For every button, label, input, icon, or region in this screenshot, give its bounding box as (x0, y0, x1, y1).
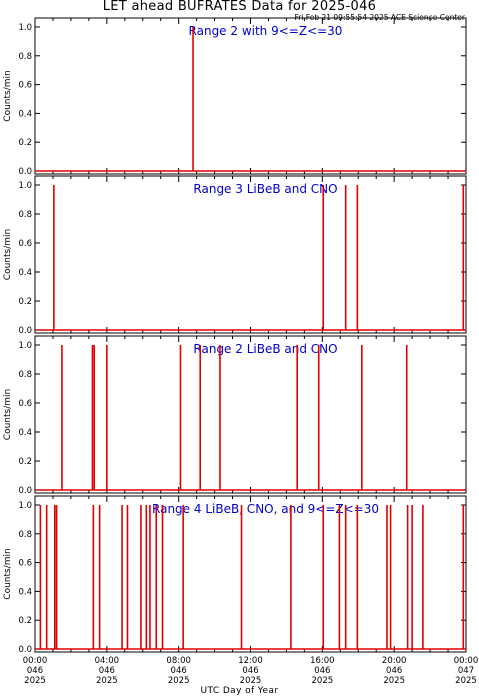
x-tick-label-time: 00:00 (454, 656, 479, 666)
y-tick-label: 0.2 (18, 138, 32, 148)
y-tick-label: 0.8 (18, 530, 32, 540)
y-tick-label: 0.0 (18, 645, 32, 655)
y-tick-label: 0.4 (18, 428, 32, 438)
x-tick-label-time: 12:00 (238, 656, 263, 666)
y-tick-label: 0.4 (18, 587, 32, 597)
y-tick-label: 1.0 (18, 341, 32, 351)
panel-label: Range 4 LiBeB, CNO, and 9<=Z<=30 (152, 502, 379, 516)
x-tick-label-time: 00:00 (23, 656, 48, 666)
panel-frame (34, 335, 467, 494)
y-tick-label: 0.8 (18, 370, 32, 380)
x-tick-label-year: 2025 (383, 676, 405, 686)
x-tick-label-doy: 046 (99, 666, 115, 676)
y-tick-label: 0.6 (18, 239, 32, 249)
x-tick-label-year: 2025 (312, 676, 334, 686)
panel-label: Range 2 LiBeB and CNO (193, 342, 337, 356)
y-tick-label: 0.0 (18, 167, 32, 177)
x-tick-label-time: 16:00 (310, 656, 335, 666)
y-tick-label: 0.6 (18, 399, 32, 409)
x-tick-label-doy: 046 (386, 666, 402, 676)
x-tick-label-time: 20:00 (382, 656, 407, 666)
y-tick-label: 1.0 (18, 23, 32, 33)
y-axis-label: Counts/min (3, 229, 13, 280)
x-tick-label-doy: 046 (27, 666, 43, 676)
y-tick-label: 0.2 (18, 457, 32, 467)
x-tick-label-time: 08:00 (166, 656, 191, 666)
y-tick-label: 0.4 (18, 268, 32, 278)
y-tick-label: 0.2 (18, 297, 32, 307)
y-tick-label: 0.4 (18, 109, 32, 119)
y-tick-label: 1.0 (18, 181, 32, 191)
y-tick-label: 0.6 (18, 559, 32, 569)
x-tick-label-year: 2025 (240, 676, 262, 686)
y-tick-label: 0.0 (18, 326, 32, 336)
y-tick-label: 1.0 (18, 501, 32, 511)
x-tick-label-time: 04:00 (95, 656, 120, 666)
panel-frame (34, 175, 467, 334)
x-tick-label-year: 2025 (168, 676, 190, 686)
x-tick-label-doy: 046 (171, 666, 187, 676)
x-tick-label-doy: 046 (242, 666, 258, 676)
x-tick-label-doy: 046 (314, 666, 330, 676)
y-tick-label: 0.8 (18, 210, 32, 220)
y-axis-label: Counts/min (3, 70, 13, 121)
y-tick-label: 0.6 (18, 81, 32, 91)
y-tick-label: 0.2 (18, 616, 32, 626)
y-tick-label: 0.0 (18, 486, 32, 496)
x-tick-label-year: 2025 (24, 676, 46, 686)
y-axis-label: Counts/min (3, 548, 13, 599)
x-tick-label-year: 2025 (455, 676, 477, 686)
y-tick-label: 0.8 (18, 52, 32, 62)
panel-frame (34, 17, 467, 175)
page-title: LET ahead BUFRATES Data for 2025-046 (102, 0, 377, 14)
panel-label: Range 2 with 9<=Z<=30 (189, 24, 343, 38)
x-axis-label: UTC Day of Year (200, 686, 279, 696)
x-tick-label-year: 2025 (96, 676, 118, 686)
x-tick-label-doy: 047 (458, 666, 474, 676)
y-axis-label: Counts/min (3, 389, 13, 440)
panel-label: Range 3 LiBeB and CNO (193, 182, 337, 196)
